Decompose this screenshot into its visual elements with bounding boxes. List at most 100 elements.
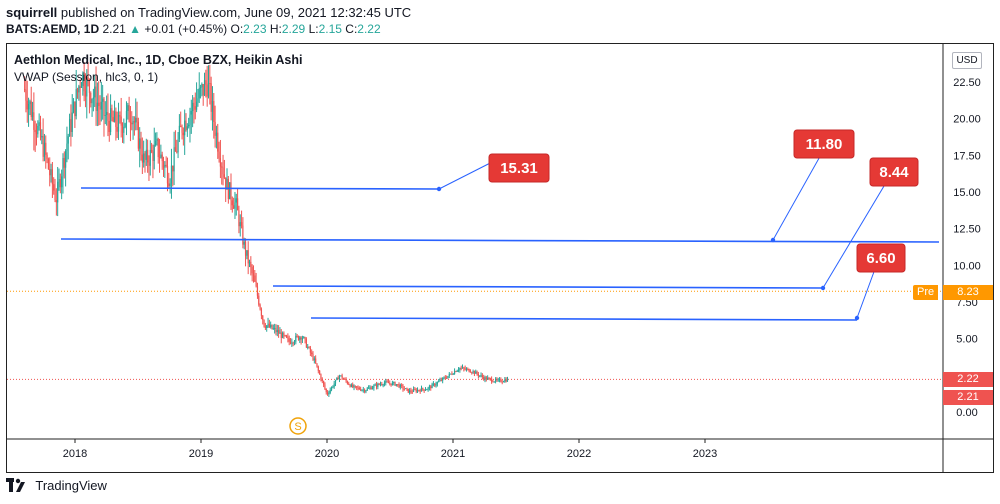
candle-body bbox=[338, 375, 341, 380]
candle-body bbox=[352, 384, 354, 388]
candle-body bbox=[197, 98, 199, 102]
candle-body bbox=[451, 373, 453, 375]
indicator-legend[interactable]: VWAP (Session, hlc3, 0, 1) bbox=[14, 70, 159, 84]
candle-body bbox=[223, 174, 225, 178]
candle-body bbox=[95, 86, 97, 111]
candle-body bbox=[475, 371, 477, 374]
candle-body bbox=[127, 105, 129, 111]
publisher-name[interactable]: squirrell bbox=[6, 5, 58, 20]
candle-body bbox=[70, 119, 72, 132]
candle-body bbox=[189, 114, 191, 125]
price-chart[interactable]: 0.002.505.007.5010.0012.5015.0017.5020.0… bbox=[7, 44, 993, 472]
dividend-icon bbox=[289, 417, 307, 435]
candle-body bbox=[209, 83, 211, 84]
chart-legend-title[interactable]: Aethlon Medical, Inc., 1D, Cboe BZX, Hei… bbox=[14, 53, 303, 67]
candle-body bbox=[262, 315, 264, 320]
candle-body bbox=[151, 150, 153, 152]
horizontal-line bbox=[310, 317, 858, 321]
candle-body bbox=[419, 390, 421, 392]
callout-pointer bbox=[856, 268, 876, 319]
candle-body bbox=[120, 116, 122, 126]
x-tick-label: 2020 bbox=[315, 448, 339, 460]
candle-body bbox=[386, 381, 388, 383]
candle-body bbox=[307, 346, 309, 348]
candle-body bbox=[427, 387, 429, 390]
candle-body bbox=[42, 136, 44, 157]
candle-body bbox=[37, 125, 39, 135]
candle-body bbox=[124, 123, 126, 127]
candle-body bbox=[283, 332, 285, 336]
candle-body bbox=[250, 261, 252, 268]
candle-body bbox=[480, 375, 482, 377]
candle-body bbox=[104, 115, 106, 116]
candle-body bbox=[299, 337, 301, 340]
candle-body bbox=[157, 138, 159, 158]
price-change: +0.01 (+0.45%) bbox=[144, 22, 228, 36]
candle-body bbox=[206, 84, 208, 97]
candle-body bbox=[460, 368, 462, 369]
candle-body bbox=[295, 335, 297, 342]
candle-body bbox=[344, 378, 346, 380]
candle-body bbox=[443, 377, 445, 379]
candle-body bbox=[230, 182, 232, 201]
candle-body bbox=[374, 384, 376, 386]
candle-body bbox=[391, 382, 393, 386]
callout-box bbox=[793, 129, 855, 159]
candle-body bbox=[444, 377, 446, 379]
candle-body bbox=[408, 390, 411, 393]
candle-body bbox=[452, 373, 454, 375]
candle-body bbox=[247, 250, 249, 264]
candle-body bbox=[225, 177, 227, 190]
candle-body bbox=[356, 386, 358, 388]
currency-badge[interactable]: USD bbox=[952, 52, 982, 69]
candle-body bbox=[477, 374, 479, 376]
candle-body bbox=[46, 154, 48, 160]
candle-body bbox=[268, 323, 270, 328]
candle-body bbox=[473, 371, 476, 374]
candle-body bbox=[467, 368, 469, 370]
candle-body bbox=[59, 179, 61, 188]
candle-body bbox=[194, 106, 196, 110]
candle-body bbox=[488, 377, 490, 379]
candle-body bbox=[276, 330, 278, 333]
candle-body bbox=[309, 347, 311, 353]
footer-brand[interactable]: TradingView bbox=[6, 478, 107, 495]
candle-body bbox=[31, 112, 34, 118]
candle-body bbox=[244, 241, 247, 256]
candle-body bbox=[316, 363, 318, 367]
candle-body bbox=[202, 83, 204, 96]
candle-body bbox=[430, 386, 432, 389]
callout-box bbox=[869, 157, 919, 187]
candle-body bbox=[88, 80, 91, 93]
candle-body bbox=[240, 222, 243, 226]
candle-body bbox=[498, 379, 501, 381]
candle-body bbox=[453, 371, 456, 374]
candle-body bbox=[455, 371, 457, 373]
candle-body bbox=[214, 121, 216, 136]
candle-body bbox=[292, 342, 294, 344]
candle-body bbox=[370, 387, 372, 390]
candle-body bbox=[326, 392, 329, 395]
candle-body bbox=[67, 136, 69, 144]
candle-body bbox=[29, 101, 31, 105]
candle-body bbox=[403, 388, 405, 390]
candle-body bbox=[100, 101, 102, 110]
candle-body bbox=[357, 387, 359, 389]
candle-body bbox=[418, 389, 420, 391]
candle-body bbox=[238, 210, 240, 227]
candle-body bbox=[72, 101, 75, 113]
candle-body bbox=[128, 105, 130, 122]
candle-body bbox=[172, 165, 174, 172]
candle-body bbox=[461, 367, 464, 369]
candle-body bbox=[463, 367, 465, 369]
candle-body bbox=[333, 383, 335, 387]
candle-body bbox=[435, 384, 437, 386]
candle-body bbox=[275, 328, 277, 333]
candle-body bbox=[375, 384, 378, 387]
candle-body bbox=[342, 378, 345, 380]
candle-body bbox=[132, 121, 134, 125]
open-value: 2.23 bbox=[243, 22, 267, 36]
candle-body bbox=[35, 132, 38, 135]
candle-body bbox=[145, 149, 147, 160]
candle-body bbox=[201, 83, 203, 88]
